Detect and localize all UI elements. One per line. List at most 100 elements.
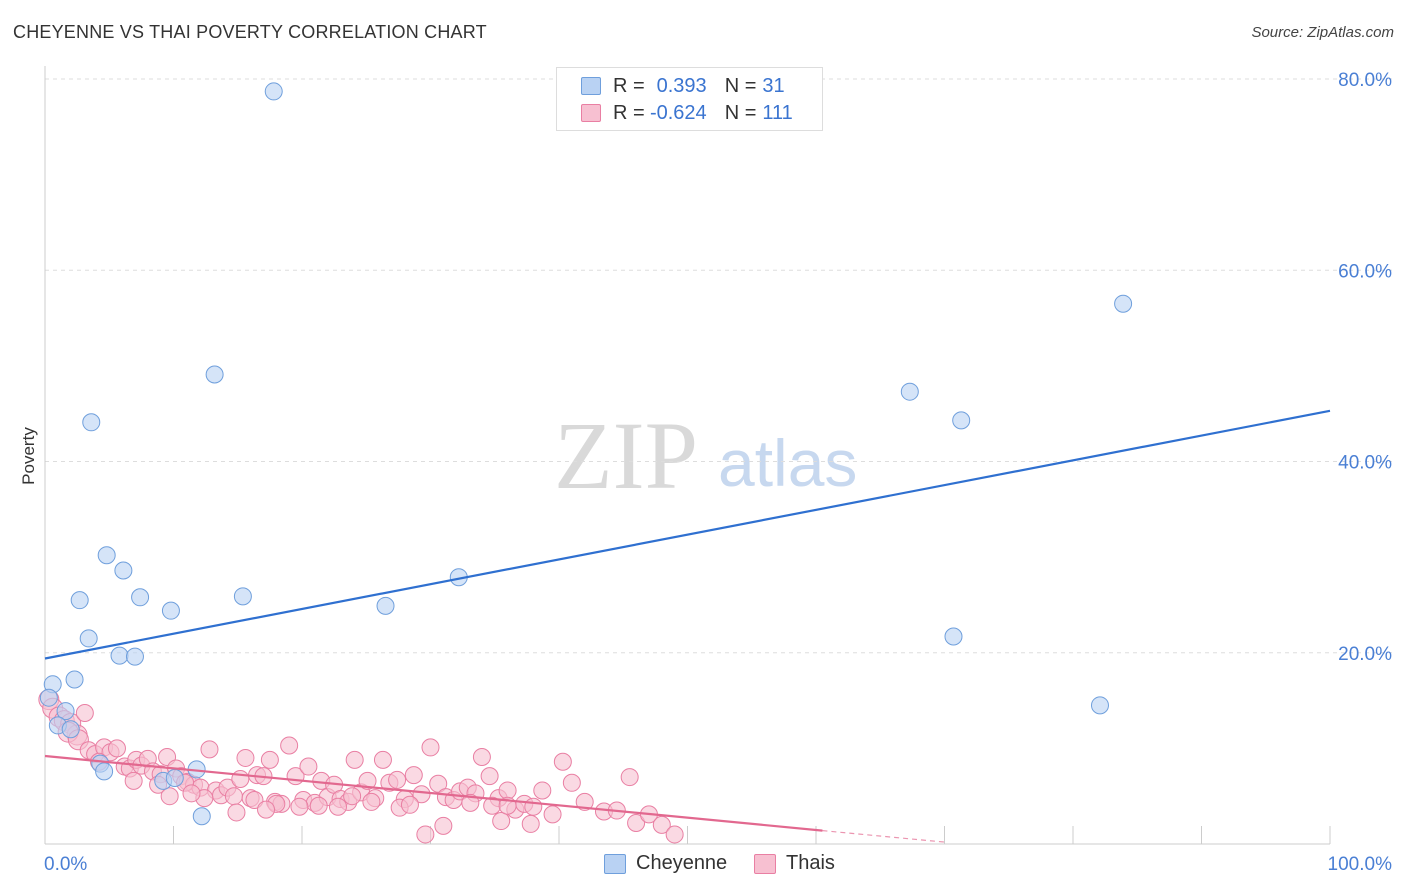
thai-point <box>388 770 407 789</box>
thai-point <box>260 750 279 769</box>
legend-swatch-thais <box>581 104 601 122</box>
thai-point <box>524 797 543 816</box>
thai-point <box>543 805 562 824</box>
thai-point <box>429 774 448 793</box>
trend-lines <box>44 409 1331 843</box>
thai-point <box>562 773 581 792</box>
thai-point <box>280 736 299 755</box>
thai-point <box>362 792 381 811</box>
thai-point <box>245 791 264 810</box>
thai-point <box>309 796 328 815</box>
thai-point <box>290 797 309 816</box>
cheyenne-point <box>56 702 75 721</box>
thai-point <box>124 771 143 790</box>
thai-point <box>400 795 419 814</box>
thai-point <box>231 769 250 788</box>
cheyenne-point <box>82 413 101 432</box>
series-legend: Cheyenne Thais <box>0 852 1406 878</box>
thai-point <box>373 750 392 769</box>
y-tick-label: 80.0% <box>1338 70 1392 91</box>
thai-point <box>416 825 435 844</box>
watermark: ZIP atlas <box>554 402 857 509</box>
cheyenne-point <box>952 411 971 430</box>
cheyenne-point <box>233 587 252 606</box>
cheyenne-point <box>1090 696 1109 715</box>
cheyenne-point <box>79 629 98 648</box>
cheyenne-point <box>125 647 144 666</box>
cheyenne-point <box>131 588 150 607</box>
y-tick-label: 40.0% <box>1338 453 1392 474</box>
cheyenne-point <box>39 688 58 707</box>
legend-swatch-cheyenne <box>581 77 601 95</box>
y-tick-label: 60.0% <box>1338 261 1392 282</box>
thai-point <box>627 813 646 832</box>
thai-point <box>553 752 572 771</box>
thai-point <box>200 740 219 759</box>
cheyenne-point <box>165 769 184 788</box>
thai-point <box>227 803 246 822</box>
correlation-legend: R = 0.393 N = 31 R = -0.624 N = 111 <box>556 67 823 131</box>
cheyenne-point <box>114 561 133 580</box>
legend-row-cheyenne: R = 0.393 N = 31 <box>581 74 785 98</box>
y-tick-label: 20.0% <box>1338 644 1392 665</box>
thai-trend-extension <box>822 830 945 843</box>
cheyenne-point <box>376 596 395 615</box>
watermark-atlas: atlas <box>718 426 857 500</box>
thai-point <box>665 825 684 844</box>
cheyenne-point <box>900 382 919 401</box>
thai-point <box>404 766 423 785</box>
legend-n-value-thais: 111 <box>762 101 793 124</box>
thai-point <box>533 781 552 800</box>
cheyenne-point <box>205 365 224 384</box>
thai-trend-line <box>44 754 823 832</box>
legend-n-label: N = <box>724 74 757 97</box>
cheyenne-point <box>70 591 89 610</box>
legend-r-value-thais: -0.624 <box>649 101 707 124</box>
thai-point <box>107 739 126 758</box>
legend-n-value-cheyenne: 31 <box>762 74 785 97</box>
thai-point <box>652 815 671 834</box>
y-axis-label: Poverty <box>19 427 38 485</box>
series-legend-label-cheyenne: Cheyenne <box>636 852 728 874</box>
thai-point <box>257 800 276 819</box>
series-swatch-cheyenne <box>604 853 626 874</box>
thai-point <box>75 703 94 722</box>
chart-source: Source: ZipAtlas.com <box>1251 24 1394 41</box>
x-tick-label-max: 100.0% <box>1328 854 1393 875</box>
cheyenne-point <box>95 762 114 781</box>
thai-point <box>480 767 499 786</box>
thai-point <box>492 812 511 831</box>
cheyenne-trend-line <box>44 409 1331 660</box>
thai-point <box>498 781 517 800</box>
thai-point <box>224 787 243 806</box>
thai-point <box>434 816 453 835</box>
series-swatch-thais <box>754 853 776 874</box>
grid <box>45 78 1392 654</box>
thai-point <box>299 757 318 776</box>
series-legend-label-thais: Thais <box>786 852 835 874</box>
thai-point <box>160 787 179 806</box>
legend-r-value-cheyenne: 0.393 <box>656 74 707 97</box>
thai-point <box>461 793 480 812</box>
cheyenne-point <box>161 601 180 620</box>
chart-title: CHEYENNE VS THAI POVERTY CORRELATION CHA… <box>13 22 487 42</box>
thai-point <box>236 748 255 767</box>
thai-point <box>620 768 639 787</box>
thai-point <box>575 792 594 811</box>
thai-point <box>521 814 540 833</box>
cheyenne-point <box>65 670 84 689</box>
thai-point <box>472 747 491 766</box>
watermark-zip: ZIP <box>554 402 698 509</box>
thai-point <box>345 750 364 769</box>
thai-point <box>358 771 377 790</box>
legend-n-label: N = <box>724 101 757 124</box>
cheyenne-point <box>264 82 283 101</box>
legend-row-thais: R = -0.624 N = 111 <box>581 101 793 125</box>
series-legend-cheyenne: Cheyenne <box>604 852 727 875</box>
cheyenne-point <box>110 646 129 665</box>
cheyenne-point <box>61 720 80 739</box>
thai-point <box>343 787 362 806</box>
thai-point <box>182 784 201 803</box>
cheyenne-point <box>97 546 116 565</box>
